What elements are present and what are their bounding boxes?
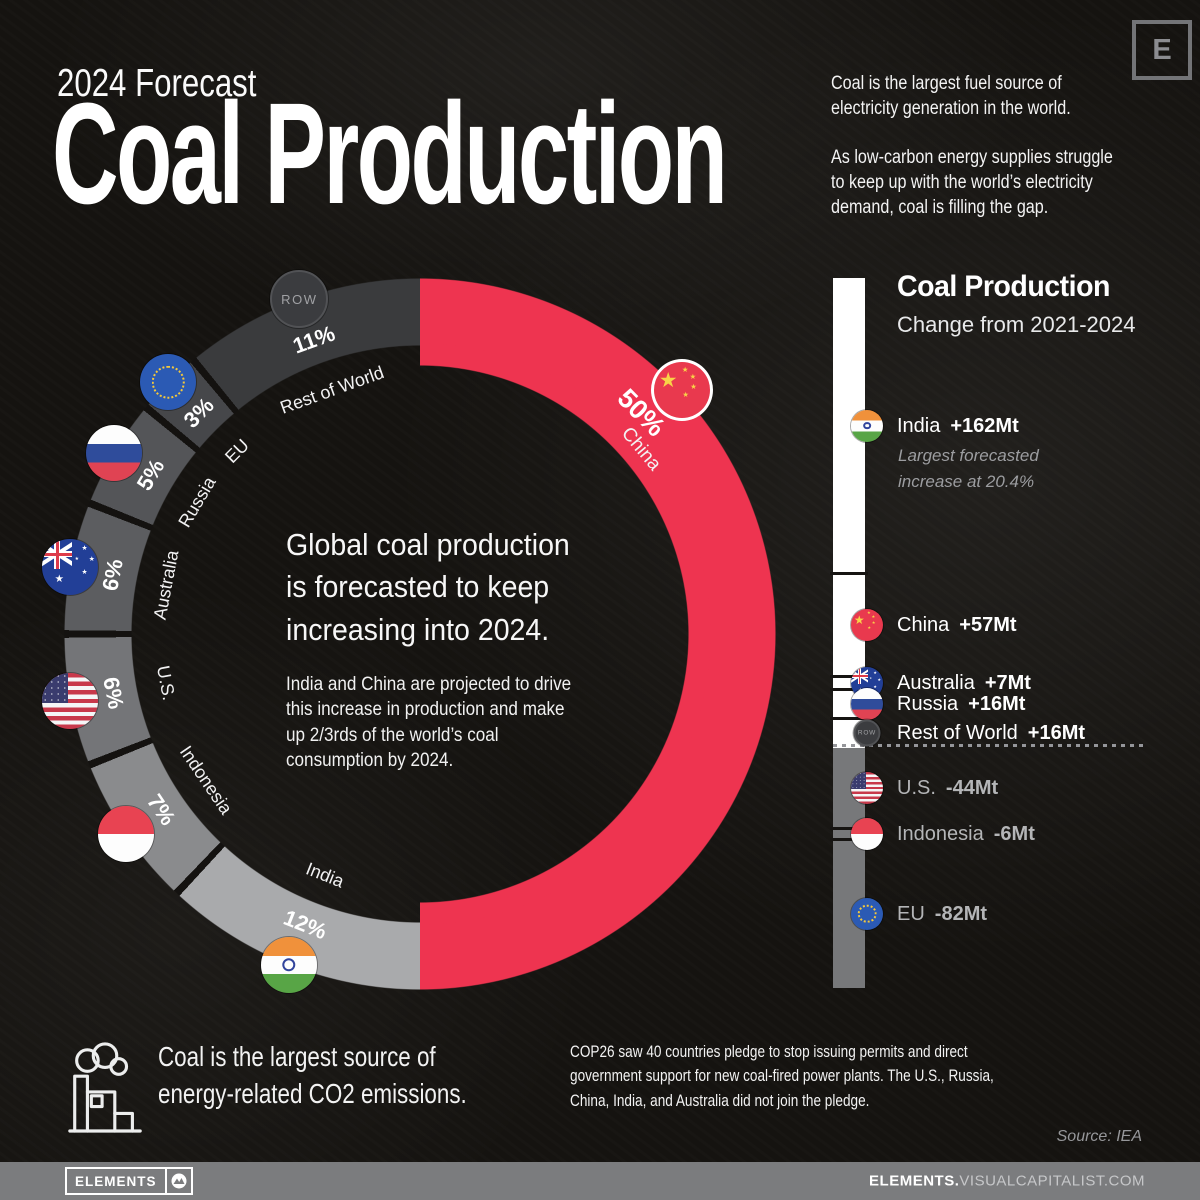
donut-pct-u-s: 6% [97,674,129,711]
russia-flag-icon [85,424,142,481]
footer-url: ELEMENTS.VISUALCAPITALIST.COM [869,1173,1145,1190]
donut-name-russia: Russia [174,473,220,531]
factory-emissions-icon [62,1040,150,1139]
bar-country-australia: Australia [897,672,975,695]
visualcapitalist-icon [167,1169,191,1193]
bar-flag-indonesia [851,817,883,850]
footer-url-bold: ELEMENTS. [869,1172,960,1190]
donut-chart: 50% China ★ ★ ★ ★ ★ 12% India 7% Indonesia 6% U.S. 6%… [42,270,776,993]
bar-tick [830,675,868,679]
bar-row-china: China +57Mt [897,614,1017,636]
bar-country-rest-of-world: Rest of World [897,722,1018,745]
bar-row-rest-of-world: Rest of World +16Mt [897,722,1085,744]
donut-center-paragraph: India and China are projected to drive t… [286,674,572,771]
bar-country-india: India [897,414,941,437]
bar-country-eu: EU [897,902,925,925]
bar-tick [830,826,868,830]
logo-divider [164,1169,167,1193]
elements-logo-text: ELEMENTS [75,1173,157,1189]
china-flag-icon: ★ ★ ★ ★ ★ [653,361,710,418]
bar-row-india: India +162Mt [897,415,1019,437]
bar-flag-rest-of-world: ROW [853,719,881,747]
intro-text: Coal is the largest fuel source of elect… [831,72,1197,245]
co2-caption: Coal is the largest source of energy-rel… [158,1041,467,1110]
bar-country-russia: Russia [897,693,959,716]
bar-country-indonesia: Indonesia [897,822,984,845]
positive-bar-segment [833,278,865,748]
bar-value-indonesia: -6Mt [993,822,1035,845]
bar-flag-u-s [851,772,883,805]
donut-center-headline: Global coal production is forecasted to … [286,527,570,647]
row-bubble-label: ROW [281,291,318,307]
donut-labels-layer: 50% China ★ ★ ★ ★ ★ 12% India 7% Indonesia 6% U.S. 6%… [42,270,776,993]
corner-e-logo: E [1132,20,1192,80]
source-credit: Source: IEA [1056,1128,1142,1145]
donut-name-eu: EU [220,434,253,467]
bar-flag-australia: ★ ★ ★ ★ ★ [851,667,883,700]
bar-value-u-s: -44Mt [945,777,999,800]
footer-bar: ELEMENTS ELEMENTS.VISUALCAPITALIST.COM [0,1162,1200,1200]
intro-paragraph-2: As low-carbon energy supplies struggle t… [831,147,1113,218]
footer-url-rest: VISUALCAPITALIST.COM [959,1172,1145,1190]
australia-flag-icon: ★ ★ ★ ★ ★ [42,539,99,596]
bar-note-india: Largest forecasted increase at 20.4% [898,445,1039,491]
cop26-caption: COP26 saw 40 countries pledge to stop is… [570,1042,994,1110]
bar-value-india: +162Mt [950,414,1019,437]
bar-flag-russia [851,688,883,721]
elements-logo: ELEMENTS [65,1167,193,1195]
donut-name-india: India [302,858,347,892]
bar-row-australia: Australia +7Mt [897,672,1031,694]
donut-name-australia: Australia [149,549,182,622]
bar-tick [830,717,868,721]
zero-dotted-line [833,744,1145,747]
eu-flag-icon [140,354,197,411]
panel-title: Coal Production [897,270,1110,303]
bar-row-indonesia: Indonesia -6Mt [897,823,1035,845]
bar-flag-india [851,409,883,442]
bar-country-china: China [897,614,950,637]
bar-tick [830,571,868,575]
donut-name-rest-of-world: Rest of World [277,362,387,419]
negative-bar-segment [833,748,865,989]
bar-value-eu: -82Mt [934,902,988,925]
donut-name-indonesia: Indonesia [175,741,236,818]
donut-pct-australia: 6% [96,557,128,594]
bar-flag-china: ★ ★ ★ ★ ★ [851,609,883,642]
panel-subtitle: Change from 2021-2024 [897,312,1136,337]
row-bubble-label: ROW [857,729,877,737]
bar-value-australia: +7Mt [984,672,1031,695]
bar-value-china: +57Mt [959,614,1017,637]
bar-tick [830,837,868,841]
u-s-flag-icon [42,672,99,729]
bar-row-russia: Russia +16Mt [897,693,1025,715]
bar-row-eu: EU -82Mt [897,903,987,925]
eyebrow: 2024 Forecast [57,62,257,105]
bar-value-rest-of-world: +16Mt [1027,722,1086,745]
india-flag-icon [260,937,317,993]
bar-value-russia: +16Mt [968,693,1026,716]
bar-flag-eu [851,897,883,930]
indonesia-flag-icon [97,806,154,863]
bar-row-u-s: U.S. -44Mt [897,777,998,799]
corner-e-letter: E [1152,33,1172,66]
bar-country-u-s: U.S. [897,777,936,800]
bar-tick [830,688,868,692]
page-title: Coal Production [52,73,728,234]
donut-name-u-s: U.S. [152,663,179,702]
row-bubble: ROW [270,270,329,329]
intro-paragraph-1: Coal is the largest fuel source of elect… [831,73,1071,119]
